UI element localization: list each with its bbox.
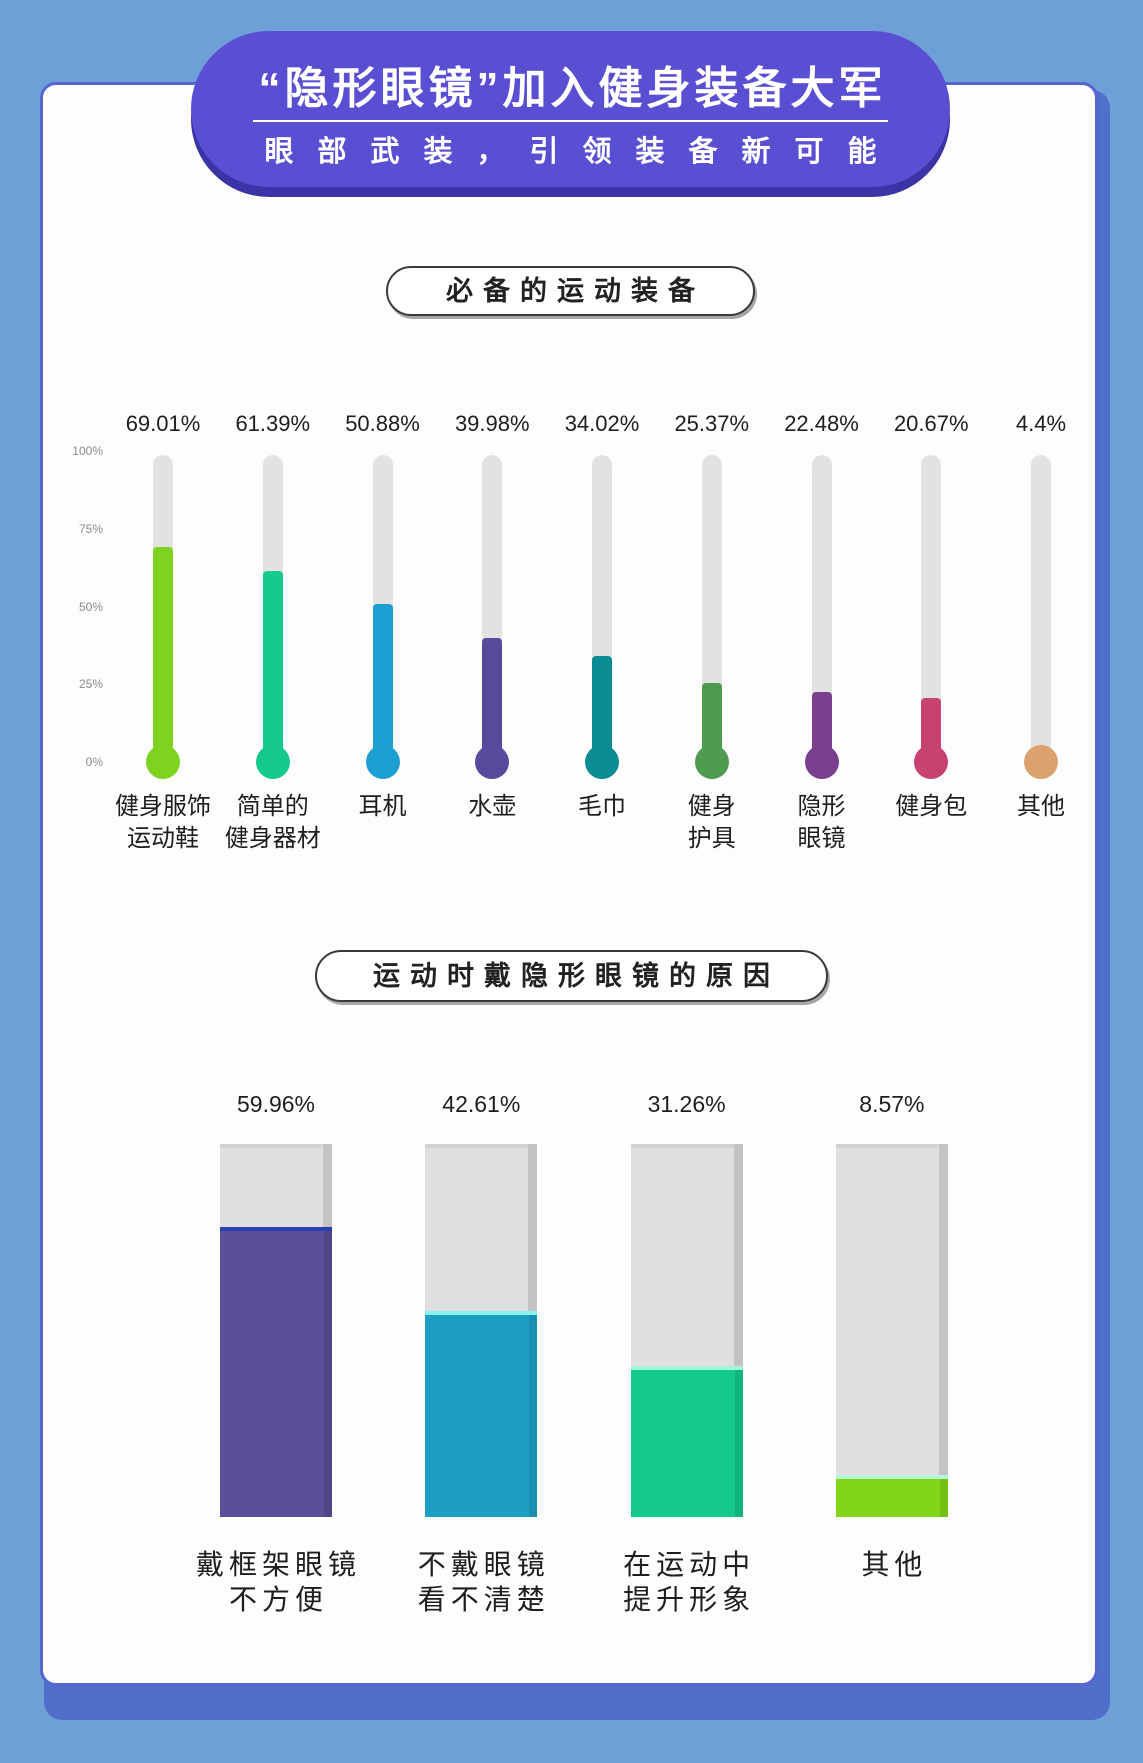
value-unit: % bbox=[619, 411, 640, 436]
category-label: 简单的 健身器材 bbox=[224, 793, 321, 852]
value-label: 20.67% bbox=[876, 411, 986, 437]
y-tick-value: 0 bbox=[85, 755, 93, 769]
value-number: 61.39 bbox=[235, 411, 291, 436]
value-unit: % bbox=[705, 1091, 726, 1117]
y-tick-label: 50% bbox=[50, 600, 103, 614]
value-label: 61.39% bbox=[218, 411, 328, 437]
header-banner: “隐形眼镜”加入健身装备大军 眼部武装，引领装备新可能 bbox=[191, 31, 950, 187]
bar-fill bbox=[592, 656, 612, 762]
y-tick-label: 25% bbox=[50, 677, 103, 691]
value-label: 42.61% bbox=[411, 1091, 551, 1117]
bar-fill bbox=[262, 571, 283, 762]
bar-track bbox=[835, 1144, 948, 1517]
value-label: 34.02% bbox=[547, 411, 657, 437]
value-unit: % bbox=[904, 1091, 925, 1117]
category-label: 健身 护具 bbox=[687, 793, 736, 852]
header-divider bbox=[253, 120, 888, 122]
value-unit: % bbox=[839, 411, 859, 436]
category-label: 健身服饰 运动鞋 bbox=[115, 793, 211, 852]
page-subtitle: 眼部武装，引领装备新可能 bbox=[264, 136, 901, 168]
value-number: 42.61 bbox=[442, 1091, 500, 1117]
thermometer-bulb bbox=[694, 745, 729, 779]
y-tick-label: 75% bbox=[50, 522, 103, 536]
bar-fill bbox=[153, 547, 173, 762]
bar-fill bbox=[482, 637, 503, 762]
value-number: 50.88 bbox=[345, 411, 401, 436]
category-label: 健身包 bbox=[895, 793, 968, 820]
value-unit: % bbox=[510, 411, 530, 436]
value-label: 69.01% bbox=[108, 411, 218, 437]
thermometer-tube bbox=[1031, 455, 1051, 762]
bar-fill bbox=[372, 603, 393, 762]
value-number: 20.67 bbox=[893, 411, 949, 436]
value-number: 59.96 bbox=[236, 1091, 295, 1117]
value-number: 31.26 bbox=[647, 1091, 706, 1117]
value-number: 34.02 bbox=[564, 411, 620, 436]
bar-fill bbox=[835, 1475, 948, 1517]
value-number: 39.98 bbox=[454, 411, 510, 436]
equipment-thermometer-chart: 100% 75% 50% 25% 0% 69.01% 健身服饰 运动鞋 61.39% 简单的 健… bbox=[50, 395, 1090, 865]
value-unit: % bbox=[400, 411, 420, 436]
y-tick-value: 50 bbox=[78, 599, 93, 614]
category-label: 耳机 bbox=[358, 793, 407, 820]
value-label: 59.96% bbox=[206, 1091, 346, 1117]
y-tick-label: 0% bbox=[50, 755, 103, 769]
y-tick-value: 25 bbox=[78, 677, 93, 692]
category-label: 其他 bbox=[861, 1549, 928, 1580]
value-number: 69.01 bbox=[125, 411, 181, 436]
bar-fill bbox=[220, 1226, 332, 1517]
category-label: 不戴眼镜 看不清楚 bbox=[417, 1549, 550, 1615]
value-label: 25.37% bbox=[657, 411, 767, 437]
reasons-bar-chart: 59.96% 戴框架眼镜 不方便 42.61% 不戴眼镜 看不清楚 31.26% 在运动中… bbox=[150, 1080, 1010, 1650]
thermometer-bulb bbox=[146, 745, 180, 779]
page-title: “隐形眼镜”加入健身装备大军 bbox=[258, 64, 887, 113]
bar-fill bbox=[425, 1310, 538, 1517]
thermometer-bulb bbox=[585, 745, 619, 779]
y-tick-unit: % bbox=[92, 755, 103, 769]
y-tick-unit: % bbox=[92, 599, 103, 614]
value-label: 4.4% bbox=[986, 411, 1096, 437]
y-tick-unit: % bbox=[92, 444, 103, 458]
y-tick-value: 100 bbox=[72, 444, 93, 458]
value-label: 50.88% bbox=[328, 411, 438, 437]
thermometer-bulb bbox=[255, 745, 290, 779]
section-title-equipment: 必备的运动装备 bbox=[386, 266, 755, 316]
value-unit: % bbox=[729, 411, 750, 436]
value-unit: % bbox=[290, 411, 311, 436]
category-label: 戴框架眼镜 不方便 bbox=[195, 1549, 361, 1615]
y-tick-unit: % bbox=[92, 521, 103, 536]
value-unit: % bbox=[180, 411, 201, 436]
y-tick-label: 100% bbox=[50, 444, 103, 458]
bar-fill bbox=[811, 692, 832, 762]
category-label: 其他 bbox=[1017, 793, 1065, 820]
value-unit: % bbox=[949, 411, 969, 436]
thermometer-tube bbox=[921, 455, 942, 762]
section-title-reasons: 运动时戴隐形眼镜的原因 bbox=[315, 950, 828, 1002]
category-label: 水壶 bbox=[468, 793, 517, 820]
thermometer-bulb bbox=[365, 745, 400, 779]
value-label: 8.57% bbox=[822, 1091, 962, 1117]
thermometer-bulb bbox=[475, 745, 510, 779]
thermometer-bulb bbox=[914, 745, 949, 779]
thermometer-bulb bbox=[804, 745, 839, 779]
y-tick-unit: % bbox=[92, 677, 103, 692]
value-number: 4.4 bbox=[1015, 411, 1047, 436]
value-unit: % bbox=[294, 1091, 315, 1117]
y-tick-value: 75 bbox=[78, 521, 93, 536]
category-label: 毛巾 bbox=[578, 793, 626, 820]
value-number: 22.48 bbox=[784, 411, 840, 436]
value-number: 8.57 bbox=[859, 1091, 905, 1117]
category-label: 在运动中 提升形象 bbox=[623, 1549, 756, 1615]
thermometer-tube bbox=[811, 455, 832, 762]
value-number: 25.37 bbox=[674, 411, 730, 436]
bar-fill bbox=[701, 683, 722, 762]
value-unit: % bbox=[1046, 411, 1067, 436]
value-label: 39.98% bbox=[437, 411, 547, 437]
bar-fill bbox=[630, 1365, 743, 1517]
value-label: 22.48% bbox=[767, 411, 877, 437]
value-unit: % bbox=[499, 1091, 521, 1117]
thermometer-bulb bbox=[1024, 745, 1058, 779]
category-label: 隐形 眼镜 bbox=[797, 793, 846, 852]
value-label: 31.26% bbox=[617, 1091, 757, 1117]
